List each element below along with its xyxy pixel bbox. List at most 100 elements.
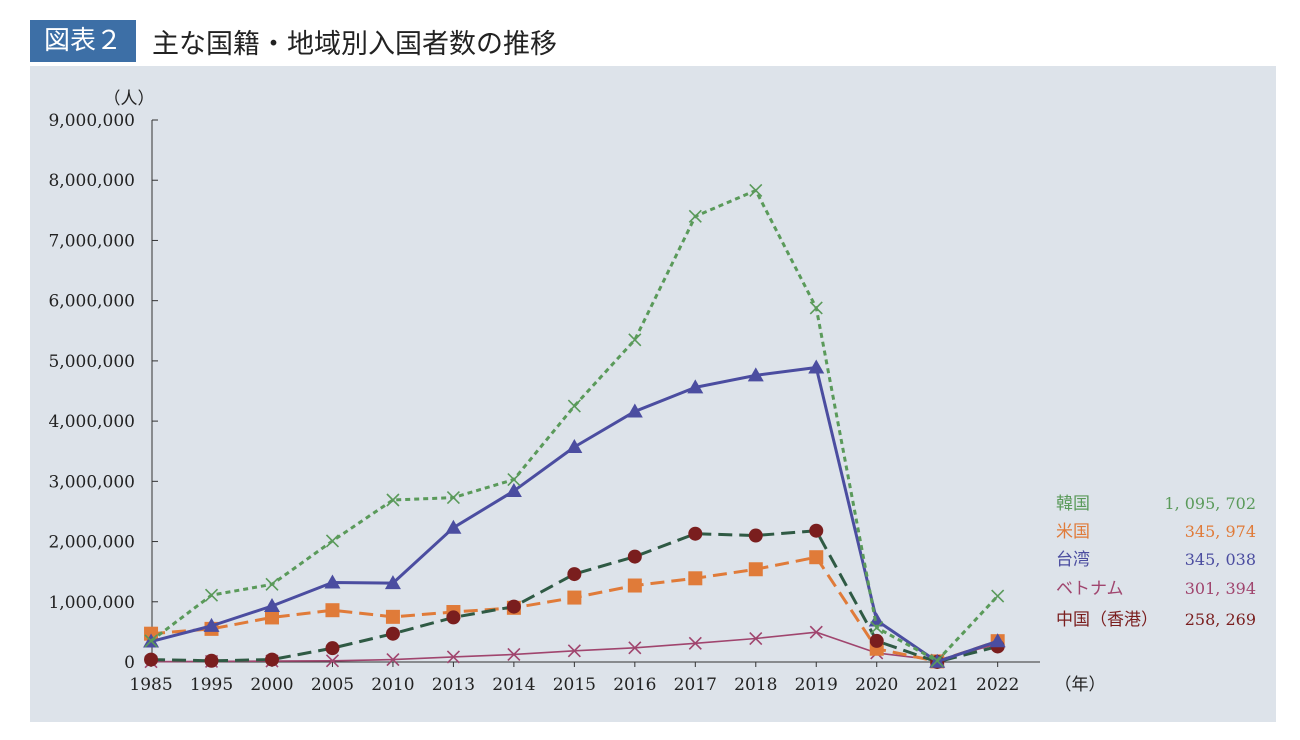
data-point	[204, 588, 219, 602]
x-tick-label: 1995	[190, 675, 233, 695]
data-point	[748, 562, 763, 577]
figure-header: 図表２ 主な国籍・地域別入国者数の推移	[30, 20, 557, 62]
data-point	[204, 653, 219, 668]
figure-title: 主な国籍・地域別入国者数の推移	[152, 28, 558, 60]
x-tick-label: 2000	[250, 675, 293, 695]
data-point	[325, 603, 340, 618]
data-point	[386, 653, 400, 667]
y-tick-label: 7,000,000	[48, 231, 135, 251]
data-point	[385, 609, 400, 624]
x-tick-label: 1985	[129, 675, 172, 695]
data-point	[868, 612, 885, 627]
data-point	[264, 652, 279, 667]
y-tick-label: 2,000,000	[48, 533, 135, 553]
x-tick-label: 2014	[492, 675, 535, 695]
x-tick-label: 2010	[371, 675, 414, 695]
data-point	[749, 183, 763, 198]
data-point	[808, 359, 825, 374]
x-tick-label: 2016	[613, 675, 656, 695]
data-point	[446, 650, 460, 664]
data-point	[385, 626, 400, 641]
x-tick-label: 2018	[734, 675, 777, 695]
data-point	[688, 209, 702, 223]
legend-series-value: 258, 269	[1185, 610, 1256, 629]
data-point	[384, 575, 401, 590]
data-point	[264, 610, 279, 625]
y-tick-label: 4,000,000	[48, 412, 135, 432]
data-point	[809, 301, 823, 315]
legend-series-name: 韓国	[1056, 494, 1090, 514]
legend-series-name: 米国	[1056, 522, 1090, 542]
data-point	[144, 634, 158, 648]
data-point	[265, 577, 279, 591]
y-tick-label: 6,000,000	[48, 292, 135, 312]
x-tick-label: 2017	[674, 675, 717, 695]
data-point	[930, 654, 944, 668]
data-point	[446, 610, 461, 625]
data-point	[144, 652, 159, 667]
legend-series-value: 301, 394	[1185, 579, 1256, 598]
data-point	[567, 590, 582, 605]
data-point	[567, 644, 581, 658]
data-point	[869, 633, 884, 648]
y-tick-label: 5,000,000	[48, 352, 135, 372]
data-point	[688, 526, 703, 541]
legend-series-name: 台湾	[1056, 550, 1090, 570]
x-axis-unit: （年）	[1055, 675, 1106, 695]
data-point	[445, 519, 462, 534]
data-point	[688, 636, 702, 650]
data-point	[567, 567, 582, 582]
data-point	[627, 549, 642, 564]
data-point	[446, 491, 460, 505]
data-point	[203, 617, 220, 632]
legend-series-name: ベトナム	[1056, 579, 1124, 599]
data-point	[626, 403, 643, 418]
x-tick-label: 2022	[976, 675, 1019, 695]
data-point	[627, 578, 642, 593]
data-point	[809, 625, 823, 639]
data-point	[324, 574, 341, 589]
chart-panel: 0 1,000,000 2,000,000 3,000,000 4,000,000 5,0…	[30, 66, 1276, 722]
data-point	[749, 631, 763, 646]
data-point	[688, 571, 703, 586]
x-tick-label: 2005	[311, 675, 354, 695]
data-point	[628, 641, 642, 655]
data-point	[263, 597, 280, 612]
series-line	[151, 529, 999, 664]
data-point	[628, 333, 642, 347]
legend-series-value: 345, 038	[1185, 550, 1256, 569]
x-tick-label: 2019	[795, 675, 838, 695]
data-point	[325, 641, 340, 656]
data-point	[507, 472, 521, 487]
x-tick-label: 2021	[916, 675, 959, 695]
y-tick-label: 1,000,000	[48, 593, 135, 613]
legend-series-name: 中国（香港）	[1056, 610, 1158, 630]
x-tick-label: 2013	[432, 675, 475, 695]
data-point	[506, 599, 521, 614]
data-point	[325, 534, 340, 548]
data-point	[809, 523, 824, 538]
x-tick-label: 2015	[553, 675, 596, 695]
data-point	[989, 633, 1006, 648]
figure-label: 図表２	[30, 20, 137, 62]
data-point	[386, 493, 400, 507]
data-point	[325, 654, 340, 668]
series-line	[150, 188, 999, 663]
data-point	[687, 379, 704, 394]
data-point	[505, 482, 522, 497]
data-point	[991, 589, 1005, 603]
y-tick-label: 3,000,000	[48, 472, 135, 492]
data-point	[566, 439, 583, 454]
y-tick-label: 0	[124, 653, 135, 673]
data-point	[870, 621, 884, 635]
legend-series-value: 1, 095, 702	[1164, 494, 1256, 513]
data-point	[567, 399, 581, 413]
data-point	[809, 550, 824, 565]
x-tick-label: 2020	[855, 675, 898, 695]
y-tick-label: 8,000,000	[48, 171, 135, 191]
y-axis-unit: （人）	[104, 89, 155, 109]
y-tick-label: 9,000,000	[48, 111, 135, 131]
legend-series-value: 345, 974	[1185, 522, 1256, 541]
data-point	[747, 367, 764, 382]
line-chart: 0 1,000,000 2,000,000 3,000,000 4,000,000 5,0…	[48, 89, 1256, 695]
